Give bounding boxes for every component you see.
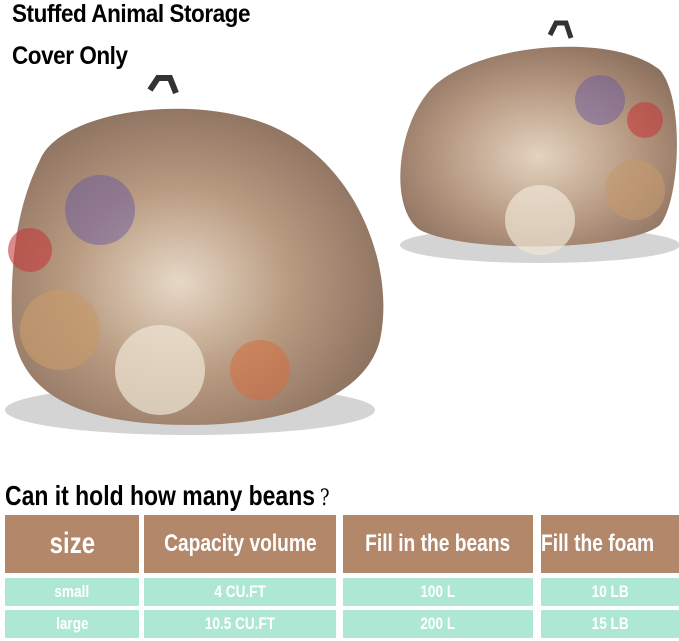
table-cell: 100 L (343, 578, 533, 606)
table-cell: 15 LB (541, 610, 679, 638)
header-size: size (5, 515, 139, 573)
table-cell: small (5, 578, 139, 606)
table-cell: 10 LB (541, 578, 679, 606)
handle-icon (547, 20, 574, 39)
table-cell: 10.5 CU.FT (144, 610, 336, 638)
handle-icon (147, 75, 179, 95)
small-bean-bag-image (400, 20, 679, 263)
table-cell: 4 CU.FT (144, 578, 336, 606)
large-bean-bag-image (5, 75, 384, 435)
title-line-1: Stuffed Animal Storage (12, 0, 251, 28)
header-beans: Fill in the beans (343, 515, 533, 573)
table-cell: large (5, 610, 139, 638)
header-foam: Fill the foam (541, 515, 679, 573)
table-cell: 200 L (343, 610, 533, 638)
question-mark: ? (319, 486, 330, 511)
header-capacity: Capacity volume (144, 515, 336, 573)
title-line-2: Cover Only (12, 42, 128, 70)
question-text: Can it hold how many beans (5, 480, 315, 511)
question-heading: Can it hold how many beans? (5, 480, 330, 512)
